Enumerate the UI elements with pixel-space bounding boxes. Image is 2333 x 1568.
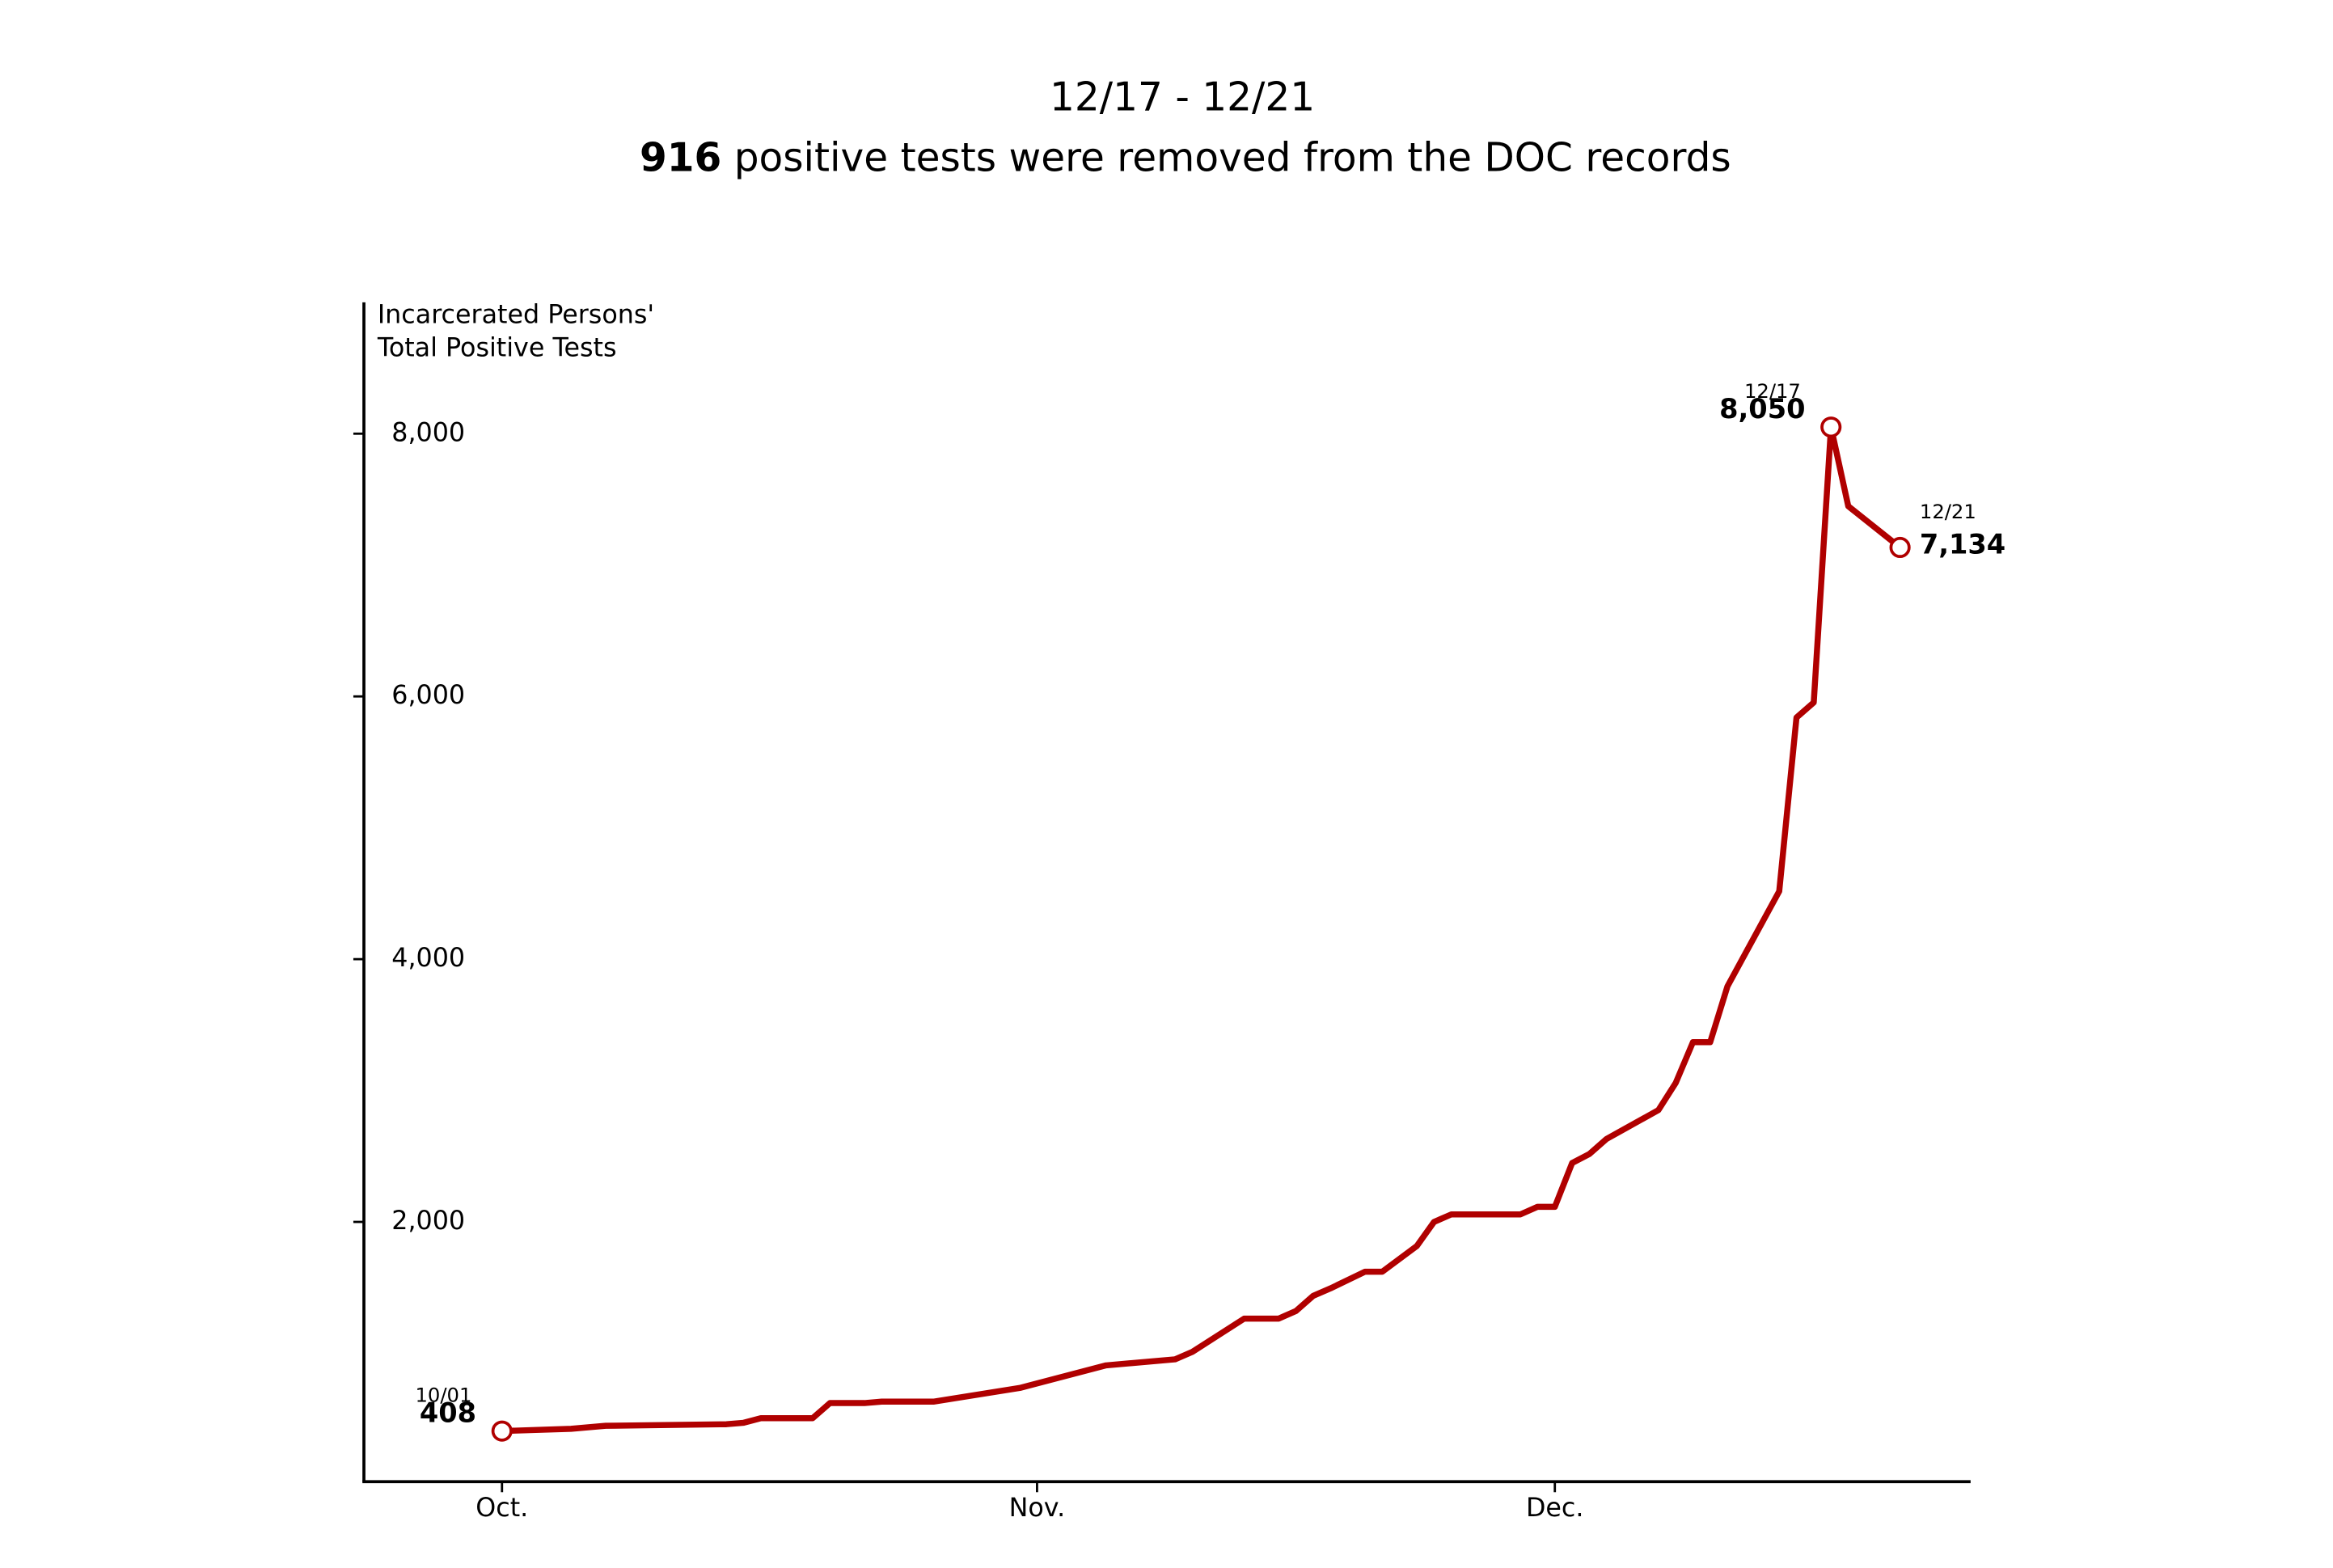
chart-subtitle: 916 positive tests were removed from the… [640, 135, 1731, 180]
subtitle-text: positive tests were removed from the DOC… [721, 135, 1731, 180]
x-tick-label: Oct. [475, 1494, 528, 1523]
chart-title: 12/17 - 12/21 [1050, 75, 1315, 120]
point-marker [491, 1420, 513, 1442]
annotation-date: 10/01 [415, 1384, 471, 1407]
subtitle-bold: 916 [640, 135, 721, 180]
x-tick-label: Dec. [1526, 1494, 1584, 1523]
y-axis-label: Incarcerated Persons' [378, 301, 654, 330]
annotation-date: 12/21 [1920, 500, 1976, 523]
annotation-value: 408 [420, 1397, 476, 1429]
data-line [501, 424, 1902, 1435]
y-tick-label: 8,000 [391, 418, 465, 447]
y-tick-label: 4,000 [391, 944, 465, 973]
annotation-date: 12/17 [1744, 379, 1801, 403]
y-axis-label: Total Positive Tests [377, 334, 617, 363]
point-marker [1820, 416, 1842, 438]
annotation-value: 7,134 [1920, 529, 2005, 560]
annotation-value: 8,050 [1719, 393, 1805, 425]
y-tick-label: 6,000 [391, 681, 465, 710]
y-tick-label: 2,000 [391, 1207, 465, 1236]
point-marker [1889, 536, 1911, 559]
x-tick-label: Nov. [1009, 1494, 1066, 1523]
